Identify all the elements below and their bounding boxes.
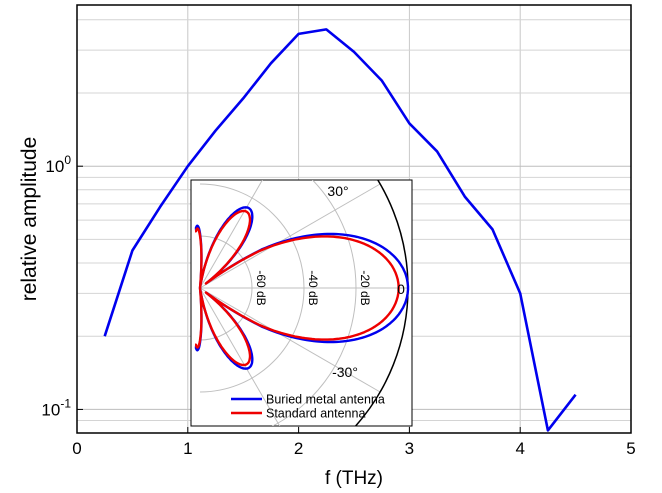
angular-gridline-3 bbox=[199, 183, 381, 289]
polar-lobe-0 bbox=[194, 206, 410, 370]
angular-tick-label-0: 30° bbox=[327, 183, 348, 199]
polar-inset: 30° 0 -30° -60 dB -40 dB -20 dB Buried metal … bbox=[190, 179, 413, 427]
series-line-0 bbox=[103, 28, 577, 432]
angular-gridline-4 bbox=[199, 180, 263, 289]
x-tick-label-2: 2 bbox=[294, 439, 303, 458]
angular-tick-label-2: -30° bbox=[332, 364, 358, 380]
inset-lobes bbox=[194, 206, 410, 370]
y-tick-label-0: 10-1 bbox=[41, 396, 71, 419]
main-ticks: 0 1 2 3 4 5 10-1 100 bbox=[41, 153, 635, 458]
inset-lobe-group bbox=[194, 206, 410, 370]
angular-gridline-1 bbox=[199, 287, 381, 393]
radial-tick-label-0: -60 dB bbox=[254, 270, 268, 305]
x-tick-label-4: 4 bbox=[515, 439, 524, 458]
polar-lobe-1 bbox=[194, 209, 400, 367]
main-series bbox=[103, 28, 577, 432]
x-tick-label-3: 3 bbox=[405, 439, 414, 458]
legend-label-1: Standard antenna bbox=[266, 407, 365, 421]
x-tick-label-5: 5 bbox=[626, 439, 635, 458]
radial-tick-label-1: -40 dB bbox=[306, 270, 320, 305]
radial-tick-label-2: -20 dB bbox=[358, 270, 372, 305]
y-tick-label-1: 100 bbox=[45, 153, 71, 176]
inset-labels: 30° 0 -30° -60 dB -40 dB -20 dB bbox=[254, 183, 405, 380]
y-axis-label: relative amplitude bbox=[18, 137, 41, 302]
x-tick-label-0: 0 bbox=[72, 439, 81, 458]
x-axis-label: f (THz) bbox=[325, 468, 383, 489]
angular-gridline-0 bbox=[199, 287, 281, 426]
main-plot-frame bbox=[76, 4, 632, 434]
angular-tick-label-1: 0 bbox=[397, 281, 405, 297]
x-tick-label-1: 1 bbox=[183, 439, 192, 458]
legend-label-0: Buried metal antenna bbox=[266, 393, 385, 407]
